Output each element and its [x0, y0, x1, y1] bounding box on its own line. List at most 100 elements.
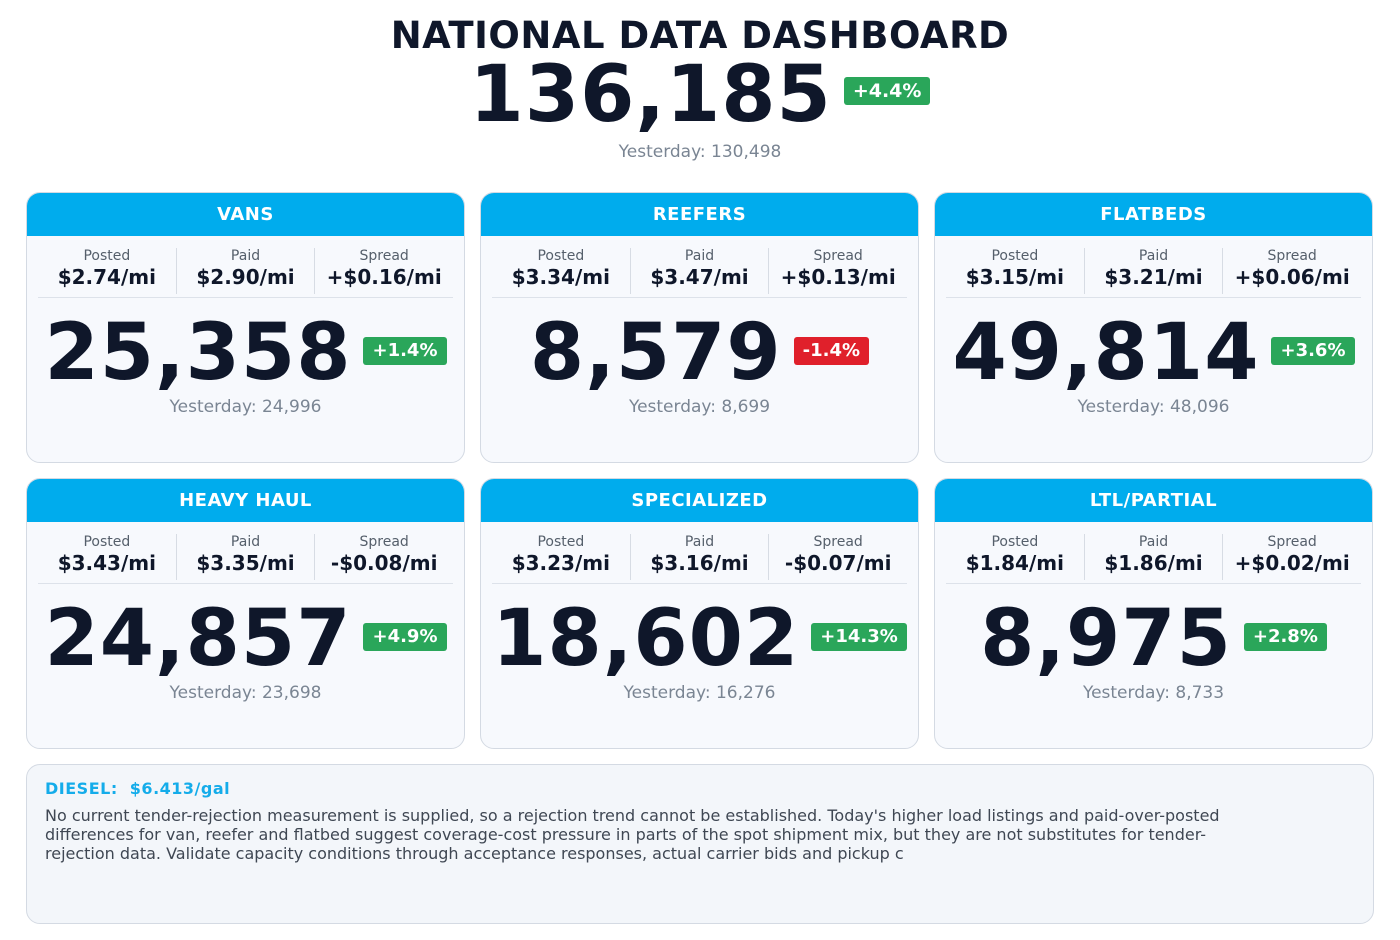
spread-label: Spread — [813, 534, 863, 550]
paid-label: Paid — [684, 534, 715, 550]
page-title: NATIONAL DATA DASHBOARD — [390, 14, 1010, 57]
spread-stat: Spread +$0.06/mi — [1223, 248, 1361, 294]
posted-value: $3.43/mi — [57, 551, 156, 575]
posted-label: Posted — [83, 534, 131, 550]
diesel-price: $6.413/gal — [129, 779, 231, 798]
count-row: 24,857 +4.9% — [27, 596, 464, 682]
diesel-label: DIESEL: — [45, 779, 118, 798]
paid-stat: Paid $3.47/mi — [631, 248, 770, 294]
rate-stats: Posted $3.15/mi Paid $3.21/mi Spread +$0.06… — [946, 248, 1361, 298]
posted-value: $3.23/mi — [511, 551, 610, 575]
load-count: 25,358 — [44, 308, 352, 398]
total-summary: 136,185 +4.4% — [0, 52, 1400, 138]
total-count: 136,185 — [469, 50, 832, 140]
diesel-price-line: DIESEL: $6.413/gal — [45, 779, 1355, 798]
total-change-badge: +4.4% — [843, 77, 931, 105]
card-specialized: SPECIALIZED Posted $3.23/mi Paid $3.16/mi … — [480, 478, 919, 749]
posted-label: Posted — [537, 534, 585, 550]
paid-value: $3.21/mi — [1104, 265, 1203, 289]
card-vans: VANS Posted $2.74/mi Paid $2.90/mi Spread +… — [26, 192, 465, 463]
card-title: FLATBEDS — [935, 193, 1372, 236]
rate-stats: Posted $3.43/mi Paid $3.35/mi Spread -$0.08… — [38, 534, 453, 584]
spread-label: Spread — [1267, 248, 1317, 264]
paid-stat: Paid $3.16/mi — [631, 534, 770, 580]
count-row: 18,602 +14.3% — [481, 596, 918, 682]
total-yesterday: Yesterday: 130,498 — [618, 142, 782, 162]
spread-label: Spread — [359, 534, 409, 550]
spread-stat: Spread +$0.13/mi — [769, 248, 907, 294]
paid-value: $3.47/mi — [650, 265, 749, 289]
paid-stat: Paid $1.86/mi — [1085, 534, 1224, 580]
paid-label: Paid — [230, 534, 261, 550]
spread-stat: Spread +$0.16/mi — [315, 248, 453, 294]
spread-label: Spread — [813, 248, 863, 264]
rate-stats: Posted $3.23/mi Paid $3.16/mi Spread -$0.07… — [492, 534, 907, 584]
change-badge: +2.8% — [1243, 623, 1327, 651]
card-title: HEAVY HAUL — [27, 479, 464, 522]
paid-stat: Paid $2.90/mi — [177, 248, 316, 294]
spread-value: -$0.08/mi — [330, 551, 438, 575]
paid-label: Paid — [1138, 248, 1169, 264]
card-flatbeds: FLATBEDS Posted $3.15/mi Paid $3.21/mi Spr… — [934, 192, 1373, 463]
change-badge: -1.4% — [793, 337, 870, 365]
count-row: 8,579 -1.4% — [481, 310, 918, 396]
posted-stat: Posted $2.74/mi — [38, 248, 177, 294]
yesterday-count: Yesterday: 16,276 — [623, 683, 776, 703]
card-title: LTL/PARTIAL — [935, 479, 1372, 522]
paid-value: $3.35/mi — [196, 551, 295, 575]
rate-stats: Posted $1.84/mi Paid $1.86/mi Spread +$0.02… — [946, 534, 1361, 584]
change-badge: +1.4% — [363, 337, 447, 365]
posted-label: Posted — [537, 248, 585, 264]
count-row: 25,358 +1.4% — [27, 310, 464, 396]
posted-label: Posted — [991, 248, 1039, 264]
posted-stat: Posted $3.34/mi — [492, 248, 631, 294]
change-badge: +3.6% — [1271, 337, 1355, 365]
posted-stat: Posted $3.43/mi — [38, 534, 177, 580]
posted-stat: Posted $1.84/mi — [946, 534, 1085, 580]
posted-value: $2.74/mi — [57, 265, 156, 289]
paid-value: $2.90/mi — [196, 265, 295, 289]
spread-label: Spread — [1267, 534, 1317, 550]
paid-label: Paid — [230, 248, 261, 264]
market-notes: No current tender-rejection measurement … — [45, 806, 1220, 863]
spread-value: +$0.02/mi — [1234, 551, 1350, 575]
count-row: 8,975 +2.8% — [935, 596, 1372, 682]
change-badge: +4.9% — [363, 623, 447, 651]
posted-value: $1.84/mi — [965, 551, 1064, 575]
yesterday-count: Yesterday: 8,733 — [1082, 683, 1225, 703]
posted-label: Posted — [991, 534, 1039, 550]
rate-stats: Posted $2.74/mi Paid $2.90/mi Spread +$0.16… — [38, 248, 453, 298]
load-count: 24,857 — [44, 594, 352, 684]
spread-label: Spread — [359, 248, 409, 264]
card-reefers: REEFERS Posted $3.34/mi Paid $3.47/mi Spre… — [480, 192, 919, 463]
yesterday-count: Yesterday: 23,698 — [169, 683, 322, 703]
posted-stat: Posted $3.15/mi — [946, 248, 1085, 294]
spread-stat: Spread -$0.07/mi — [769, 534, 907, 580]
paid-value: $1.86/mi — [1104, 551, 1203, 575]
count-row: 49,814 +3.6% — [935, 310, 1372, 396]
paid-label: Paid — [1138, 534, 1169, 550]
paid-stat: Paid $3.35/mi — [177, 534, 316, 580]
yesterday-count: Yesterday: 8,699 — [628, 397, 771, 417]
paid-label: Paid — [684, 248, 715, 264]
load-count: 18,602 — [492, 594, 800, 684]
card-ltl-partial: LTL/PARTIAL Posted $1.84/mi Paid $1.86/mi … — [934, 478, 1373, 749]
card-title: VANS — [27, 193, 464, 236]
card-title: REEFERS — [481, 193, 918, 236]
yesterday-count: Yesterday: 48,096 — [1077, 397, 1230, 417]
spread-value: +$0.13/mi — [780, 265, 896, 289]
posted-value: $3.34/mi — [511, 265, 610, 289]
diesel-panel: DIESEL: $6.413/gal No current tender-rej… — [26, 764, 1374, 924]
load-count: 49,814 — [952, 308, 1260, 398]
card-heavy-haul: HEAVY HAUL Posted $3.43/mi Paid $3.35/mi S… — [26, 478, 465, 749]
spread-stat: Spread +$0.02/mi — [1223, 534, 1361, 580]
rate-stats: Posted $3.34/mi Paid $3.47/mi Spread +$0.13… — [492, 248, 907, 298]
spread-value: -$0.07/mi — [784, 551, 892, 575]
load-count: 8,579 — [529, 308, 782, 398]
yesterday-count: Yesterday: 24,996 — [169, 397, 322, 417]
load-count: 8,975 — [980, 594, 1232, 684]
change-badge: +14.3% — [811, 623, 907, 651]
card-title: SPECIALIZED — [481, 479, 918, 522]
spread-stat: Spread -$0.08/mi — [315, 534, 453, 580]
posted-stat: Posted $3.23/mi — [492, 534, 631, 580]
